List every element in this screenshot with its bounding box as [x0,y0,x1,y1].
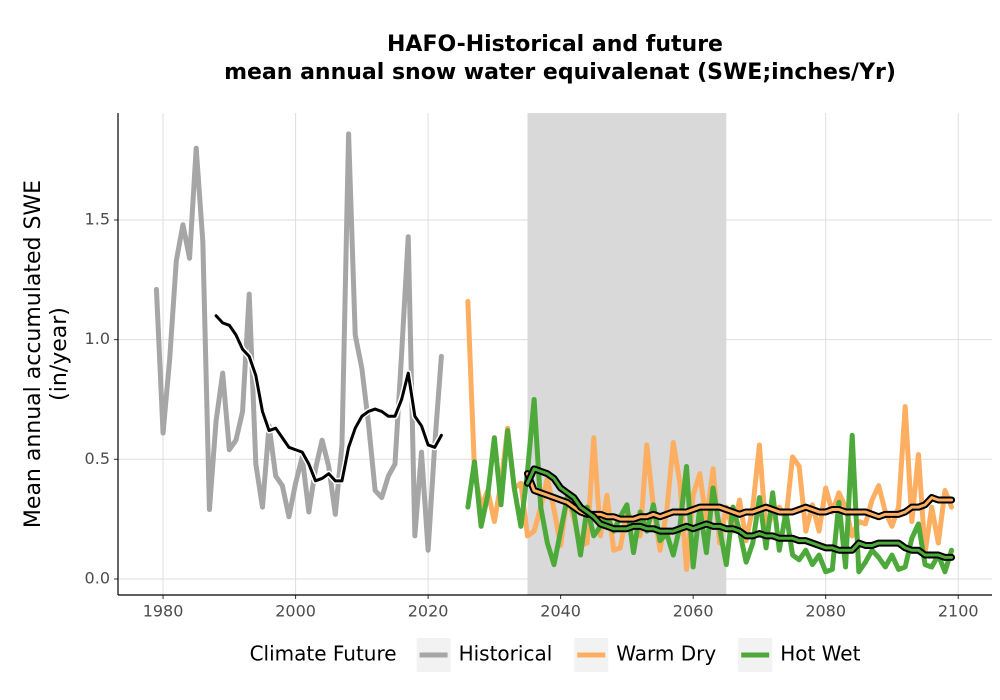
chart-title: HAFO-Historical and future [387,32,723,57]
rolling-mean [526,472,954,521]
x-tick-label: 1980 [143,602,184,621]
x-tick-label: 2040 [540,602,581,621]
data-line [465,298,955,572]
legend-label: Hot Wet [780,642,860,666]
y-tick-label: 0.0 [85,568,110,587]
y-axis-label: (in/year) [47,307,72,401]
legend-title: Climate Future [250,642,397,666]
rolling-mean [526,467,954,559]
x-tick-label: 2020 [408,602,449,621]
legend: Climate Future Historical Warm Dry Hot Wet [250,638,861,672]
chart-title: mean annual snow water equivalenat (SWE;… [224,60,896,85]
data-line [465,396,955,575]
y-tick-label: 0.5 [85,449,110,468]
y-axis-label: Mean annual accumulated SWE [21,180,46,528]
x-tick-label: 2000 [275,602,316,621]
y-tick-label: 1.0 [85,329,110,348]
data-line [153,131,444,553]
rolling-mean [214,314,443,483]
x-tick-label: 2080 [805,602,846,621]
x-tick-label: 2060 [673,602,714,621]
legend-label: Warm Dry [616,642,716,666]
x-tick-label: 2100 [938,602,979,621]
y-tick-label: 1.5 [85,209,110,228]
legend-label: Historical [459,642,553,666]
